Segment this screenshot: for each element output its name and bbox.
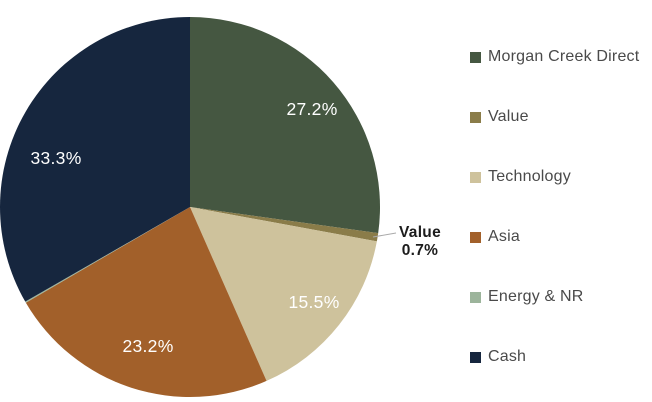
- callout-label-line-2: 0.7%: [402, 242, 439, 259]
- legend-item-technology: Technology: [470, 168, 639, 186]
- legend-swatch-icon: [470, 291, 481, 303]
- legend: Morgan Creek Direct Value Technology Asia En…: [470, 48, 639, 366]
- legend-swatch-icon: [470, 111, 481, 123]
- legend-label: Asia: [488, 228, 520, 245]
- slice-label-morgan-creek-direct: 27.2%: [286, 99, 337, 119]
- pie-slice-cash: [0, 17, 191, 302]
- legend-swatch-icon: [470, 231, 481, 243]
- slice-label-technology: 15.5%: [288, 292, 339, 312]
- legend-item-cash: Cash: [470, 348, 639, 366]
- legend-item-value: Value: [470, 108, 639, 126]
- slice-label-asia: 23.2%: [122, 336, 173, 356]
- legend-item-energy-nr: Energy & NR: [470, 288, 639, 306]
- callout-leader-line: [372, 232, 397, 238]
- legend-label: Morgan Creek Direct: [488, 48, 640, 65]
- pie-slice-asia: [25, 207, 267, 398]
- legend-label: Value: [488, 108, 529, 125]
- legend-label: Energy & NR: [488, 288, 584, 305]
- legend-swatch-icon: [470, 51, 481, 63]
- legend-label: Cash: [488, 348, 527, 365]
- pie-slice-energy-nr: [25, 207, 191, 303]
- slice-label-cash: 33.3%: [30, 148, 81, 168]
- pie-slice-technology: [190, 207, 377, 381]
- legend-item-morgan-creek-direct: Morgan Creek Direct: [470, 48, 639, 66]
- pie-slice-value: [190, 207, 379, 242]
- legend-label: Technology: [488, 168, 571, 185]
- legend-swatch-icon: [470, 171, 481, 183]
- legend-swatch-icon: [470, 351, 481, 363]
- callout-label-line-1: Value: [399, 224, 441, 241]
- pie-slice-morgan-creek-direct: [190, 17, 381, 234]
- legend-item-asia: Asia: [470, 228, 639, 246]
